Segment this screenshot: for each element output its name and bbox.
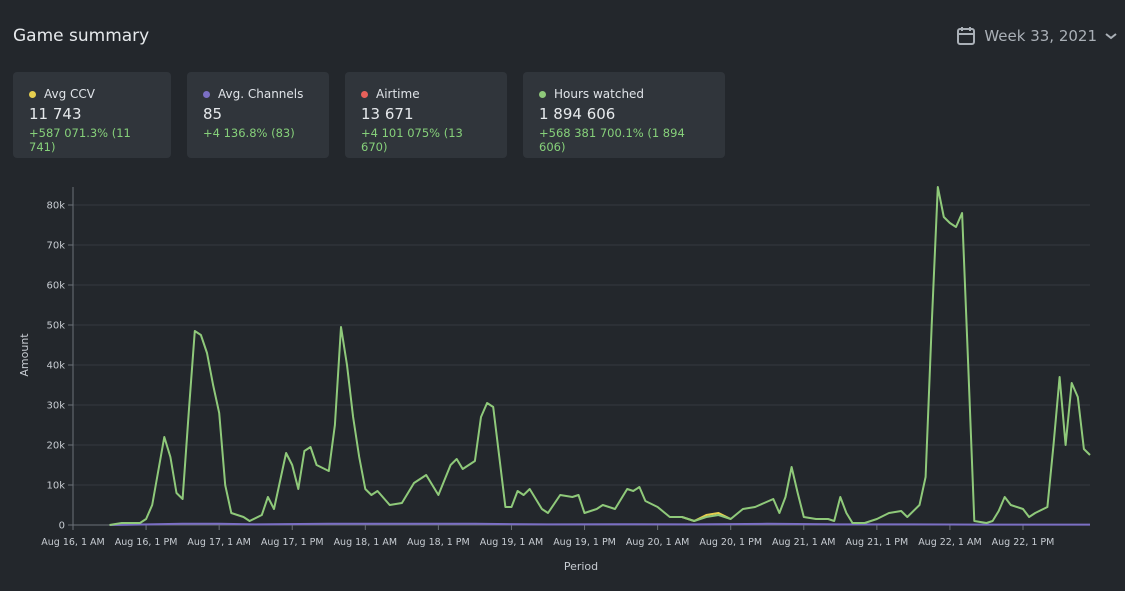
x-tick-label: Aug 19, 1 AM — [480, 537, 543, 548]
x-tick-label: Aug 20, 1 PM — [699, 537, 762, 548]
week-label: Week 33, 2021 — [984, 27, 1097, 45]
y-tick-label: 0 — [59, 521, 65, 532]
card-dot — [361, 90, 368, 98]
card-label: Airtime — [376, 87, 420, 101]
stat-card: Avg CCV 11 743 +587 071.3% (11 741) — [13, 72, 171, 158]
card-label-row: Airtime — [361, 87, 491, 101]
y-tick-label: 30k — [46, 401, 65, 412]
card-dot — [29, 90, 36, 98]
x-tick-label: Aug 17, 1 AM — [187, 537, 250, 548]
y-tick-label: 10k — [46, 481, 65, 492]
card-label: Hours watched — [554, 87, 645, 101]
x-tick-label: Aug 17, 1 PM — [261, 537, 324, 548]
y-tick-label: 40k — [46, 361, 65, 372]
y-tick-label: 70k — [46, 241, 65, 252]
card-label-row: Avg CCV — [29, 87, 155, 101]
card-value: 85 — [203, 105, 223, 123]
x-axis-title: Period — [564, 560, 598, 573]
x-tick-label: Aug 16, 1 PM — [115, 537, 178, 548]
x-tick-label: Aug 21, 1 AM — [772, 537, 835, 548]
y-tick-label: 60k — [46, 281, 65, 292]
x-tick-label: Aug 16, 1 AM — [41, 537, 104, 548]
card-dot — [539, 90, 546, 98]
card-dot — [203, 90, 210, 98]
stat-card: Airtime 13 671 +4 101 075% (13 670) — [345, 72, 507, 158]
series-line — [109, 522, 1090, 526]
card-label-row: Avg. Channels — [203, 87, 313, 101]
card-row: Avg CCV 11 743 +587 071.3% (11 741) Avg. … — [13, 72, 725, 158]
x-tick-label: Aug 18, 1 AM — [334, 537, 397, 548]
week-picker[interactable]: Week 33, 2021 — [956, 26, 1117, 46]
calendar-icon — [957, 27, 976, 45]
stat-card: Hours watched 1 894 606 +568 381 700.1% … — [523, 72, 725, 158]
x-tick-label: Aug 22, 1 AM — [918, 537, 981, 548]
y-tick-label: 50k — [46, 321, 65, 332]
card-label-row: Hours watched — [539, 87, 709, 101]
x-tick-label: Aug 22, 1 PM — [992, 537, 1055, 548]
y-tick-label: 20k — [46, 441, 65, 452]
y-axis-title: Amount — [18, 333, 31, 377]
chevron — [1105, 33, 1117, 40]
card-change: +587 071.3% (11 741) — [29, 126, 131, 154]
series-line — [109, 186, 1091, 526]
stat-card: Avg. Channels 85 +4 136.8% (83) — [187, 72, 329, 158]
page-title: Game summary — [13, 26, 150, 46]
x-tick-label: Aug 21, 1 PM — [846, 537, 909, 548]
x-tick-label: Aug 20, 1 AM — [626, 537, 689, 548]
card-label: Avg. Channels — [218, 87, 304, 101]
card-value: 11 743 — [29, 105, 82, 123]
card-change: +4 136.8% (83) — [203, 126, 295, 140]
card-value: 1 894 606 — [539, 105, 616, 123]
card-label: Avg CCV — [44, 87, 96, 101]
x-tick-label: Aug 18, 1 PM — [407, 537, 470, 548]
card-change: +4 101 075% (13 670) — [361, 126, 463, 154]
y-tick-label: 80k — [46, 201, 65, 212]
card-value: 13 671 — [361, 105, 414, 123]
card-change: +568 381 700.1% (1 894 606) — [539, 126, 685, 154]
x-tick-label: Aug 19, 1 PM — [553, 537, 616, 548]
